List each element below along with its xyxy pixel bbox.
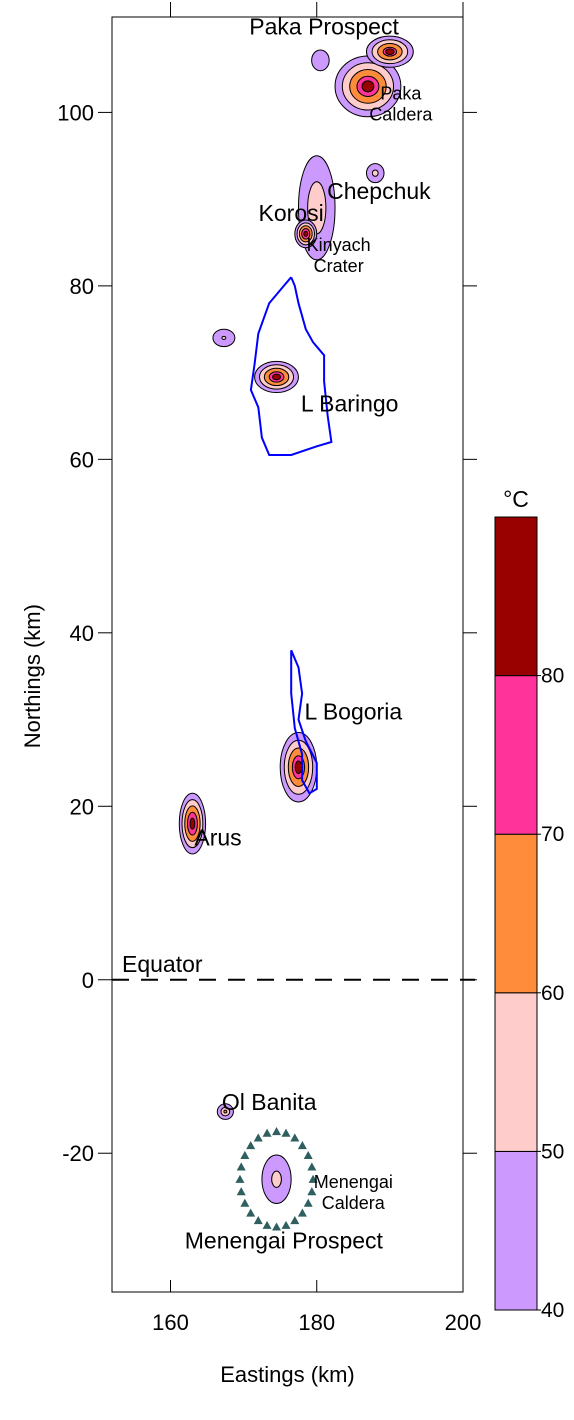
temperature-anomaly: [261, 1154, 292, 1205]
colorbar-band: [494, 675, 538, 835]
x-axis-label: Eastings (km): [220, 1362, 354, 1387]
place-label: Paka: [380, 83, 422, 103]
place-label: Chepchuk: [327, 178, 431, 204]
y-axis-label: Northings (km): [20, 604, 45, 748]
place-label: Arus: [194, 824, 241, 850]
temperature-anomaly: [212, 328, 236, 348]
place-label: L Baringo: [301, 391, 399, 417]
place-label: Paka Prospect: [249, 13, 399, 39]
caldera-marker: [246, 1208, 256, 1217]
caldera-marker: [297, 1208, 307, 1217]
caldera-marker: [307, 1162, 317, 1171]
temperature-anomaly: [311, 49, 330, 72]
caldera-marker: [262, 1220, 272, 1229]
caldera-marker: [262, 1128, 272, 1137]
temperature-anomaly: [365, 163, 385, 184]
caldera-marker: [253, 1216, 263, 1225]
place-label: Caldera: [322, 1193, 386, 1213]
caldera-marker: [308, 1174, 318, 1183]
colorbar-band: [494, 516, 538, 677]
place-label: Kinyach: [307, 235, 371, 255]
contour-band: [189, 817, 196, 830]
contour-band: [361, 80, 375, 93]
caldera-marker: [253, 1133, 263, 1142]
caldera-marker: [303, 1198, 313, 1207]
caldera-marker: [272, 1222, 282, 1231]
colorbar-tick-label: 60: [541, 982, 564, 1005]
colorbar-tick-label: 70: [541, 823, 564, 846]
colorbar: 40 50 60 70 80 °C: [494, 486, 564, 1322]
plot-area: [111, 16, 464, 1293]
contour-band: [371, 169, 379, 177]
equator-label: Equator: [122, 951, 203, 977]
temperature-anomaly: [178, 792, 207, 855]
y-tick-label: 0: [82, 968, 94, 993]
place-label: Ol Banita: [222, 1089, 317, 1115]
place-label: Menengai: [314, 1172, 393, 1192]
contour-band: [221, 335, 227, 340]
contour-band: [272, 373, 281, 381]
contour-band: [311, 49, 330, 72]
temperature-anomaly: [294, 219, 318, 249]
colorbar-band: [494, 1150, 538, 1311]
colorbar-frame: [494, 516, 538, 1311]
plot-frame: [111, 16, 464, 1293]
temperature-anomaly: [279, 732, 318, 803]
axes: 160 180 200 -20 0 20 40 60 80 100 Eastings (km) Nor…: [20, 2, 481, 1387]
y-tick-label: 20: [70, 794, 94, 819]
caldera-marker: [235, 1174, 245, 1183]
x-tick-label: 160: [152, 1310, 189, 1335]
contour-band: [385, 48, 395, 56]
caldera-marker: [281, 1220, 291, 1229]
caldera-marker: [307, 1187, 317, 1196]
colorbar-band: [494, 833, 538, 994]
caldera-ring: [235, 1127, 318, 1231]
place-label: Crater: [314, 256, 364, 276]
caldera-marker: [246, 1141, 256, 1150]
y-tick-label: 80: [70, 274, 94, 299]
contour-band: [294, 760, 303, 775]
contour-band: [271, 1170, 282, 1188]
place-label: Korosi: [259, 200, 324, 226]
temperature-anomaly: [254, 360, 299, 394]
caldera-marker: [236, 1162, 246, 1171]
y-tick-label: 100: [57, 100, 94, 125]
y-tick-label: -20: [62, 1141, 94, 1166]
caldera-marker: [303, 1150, 313, 1159]
temperature-anomaly: [216, 1103, 234, 1120]
caldera-marker: [236, 1187, 246, 1196]
place-label: Caldera: [369, 104, 433, 124]
y-tick-label: 40: [70, 621, 94, 646]
colorbar-tick-label: 40: [541, 1299, 564, 1322]
caldera-marker: [272, 1127, 282, 1136]
caldera-marker: [240, 1198, 250, 1207]
lake-outline: [290, 649, 318, 795]
temperature-anomaly: [365, 35, 414, 68]
colorbar-tick-label: 80: [541, 665, 564, 688]
place-label: Menengai Prospect: [185, 1228, 384, 1254]
caldera-marker: [290, 1133, 300, 1142]
caldera-marker: [297, 1141, 307, 1150]
y-tick-label: 60: [70, 447, 94, 472]
place-label: L Bogoria: [305, 699, 403, 725]
caldera-marker: [281, 1128, 291, 1137]
x-tick-label: 200: [445, 1310, 482, 1335]
colorbar-unit: °C: [503, 486, 529, 512]
x-tick-label: 180: [298, 1310, 335, 1335]
caldera-marker: [290, 1216, 300, 1225]
temperature-anomaly: [334, 55, 402, 118]
colorbar-tick-label: 50: [541, 1140, 564, 1163]
contour-band: [223, 1109, 228, 1114]
colorbar-band: [494, 992, 538, 1152]
caldera-marker: [240, 1150, 250, 1159]
contour-band: [303, 230, 309, 237]
lake-outline: [249, 276, 333, 456]
